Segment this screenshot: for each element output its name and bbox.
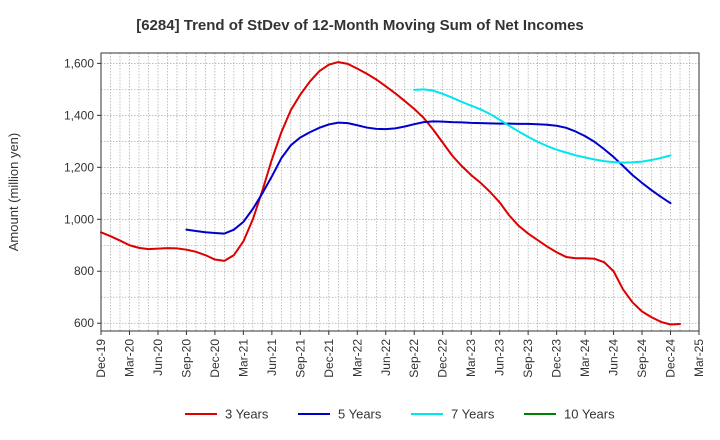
- y-axis-ticks: 600 800 1,000 1,200 1,400 1,600: [64, 56, 101, 330]
- x-tick-label: Jun-22: [379, 339, 393, 376]
- x-tick-label: Mar-25: [692, 339, 706, 377]
- x-tick-label: Jun-21: [265, 339, 279, 376]
- y-tick-label: 800: [74, 264, 94, 278]
- grid: [100, 53, 700, 331]
- x-tick-label: Mar-23: [464, 339, 478, 377]
- chart-title: [6284] Trend of StDev of 12-Month Moving…: [136, 17, 584, 34]
- y-tick-label: 1,200: [64, 160, 94, 174]
- x-tick-label: Dec-23: [550, 339, 564, 378]
- x-tick-label: Sep-22: [407, 339, 421, 378]
- x-tick-label: Sep-21: [293, 339, 307, 378]
- x-tick-label: Mar-24: [578, 339, 592, 377]
- y-tick-label: 600: [74, 316, 94, 330]
- x-tick-label: Dec-21: [322, 339, 336, 378]
- y-tick-label: 1,000: [64, 212, 94, 226]
- x-tick-label: Jun-24: [607, 339, 621, 376]
- y-axis-label: Amount (million yen): [6, 133, 21, 252]
- legend-label-10-years: 10 Years: [564, 407, 615, 422]
- x-tick-label: Sep-24: [635, 339, 649, 378]
- series-line-3-years: [100, 61, 682, 326]
- legend: 3 Years 5 Years 7 Years 10 Years: [185, 407, 615, 422]
- x-tick-label: Dec-19: [94, 339, 108, 378]
- legend-label-5-years: 5 Years: [338, 407, 382, 422]
- plot-frame: [100, 52, 700, 332]
- series-line-7-years: [413, 88, 672, 164]
- x-tick-label: Dec-22: [436, 339, 450, 378]
- series-lines: [100, 61, 682, 326]
- y-tick-label: 1,400: [64, 108, 94, 122]
- x-tick-label: Mar-20: [122, 339, 136, 377]
- x-tick-label: Jun-23: [493, 339, 507, 376]
- x-axis-ticks: Dec-19 Mar-20 Jun-20 Sep-20 Dec-20 Mar-21 Jun-…: [94, 331, 706, 378]
- y-tick-label: 1,600: [64, 56, 94, 70]
- legend-label-7-years: 7 Years: [451, 407, 495, 422]
- x-tick-label: Dec-24: [664, 339, 678, 378]
- x-tick-label: Mar-21: [236, 339, 250, 377]
- series-line-5-years: [185, 120, 672, 235]
- x-tick-label: Sep-23: [521, 339, 535, 378]
- x-tick-label: Jun-20: [151, 339, 165, 376]
- x-tick-label: Sep-20: [179, 339, 193, 378]
- x-tick-label: Dec-20: [208, 339, 222, 378]
- legend-label-3-years: 3 Years: [225, 407, 269, 422]
- x-tick-label: Mar-22: [350, 339, 364, 377]
